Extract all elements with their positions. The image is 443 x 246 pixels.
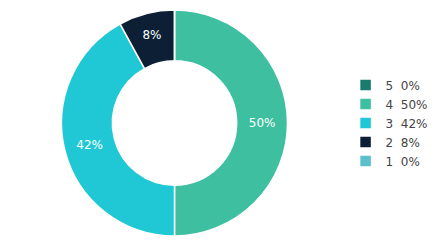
svg-text:4 50%: 4 50% xyxy=(386,98,428,112)
svg-text:3 42%: 3 42% xyxy=(386,117,428,131)
svg-text:50%: 50% xyxy=(249,116,276,130)
svg-text:1 0%: 1 0% xyxy=(386,155,420,169)
svg-text:5 0%: 5 0% xyxy=(386,79,420,93)
svg-text:2 8%: 2 8% xyxy=(386,136,420,150)
svg-text:42%: 42% xyxy=(76,138,103,152)
svg-text:8%: 8% xyxy=(142,28,161,42)
